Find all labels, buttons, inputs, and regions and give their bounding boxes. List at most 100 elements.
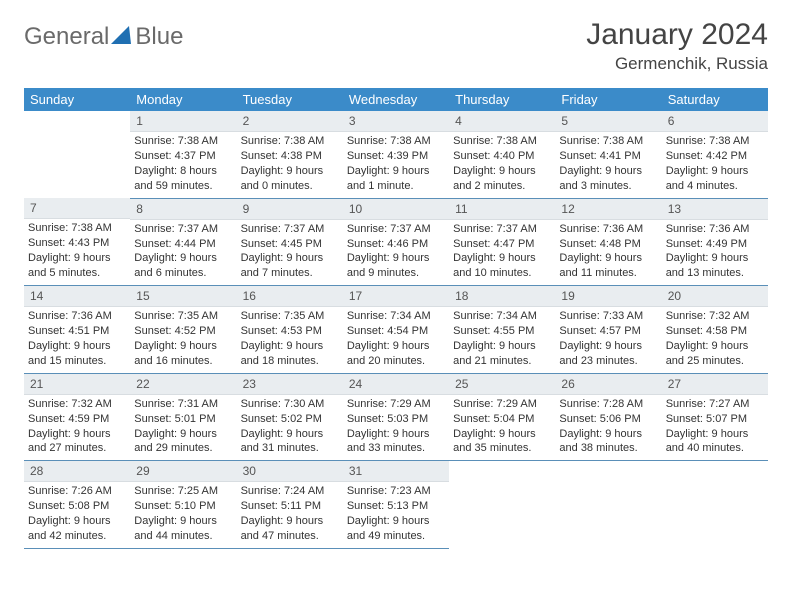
calendar-cell: 3Sunrise: 7:38 AMSunset: 4:39 PMDaylight…: [343, 111, 449, 198]
sunrise-line: Sunrise: 7:38 AM: [241, 134, 339, 149]
day-body: Sunrise: 7:36 AMSunset: 4:51 PMDaylight:…: [24, 307, 130, 372]
day-number: 28: [24, 461, 130, 482]
day-body: Sunrise: 7:26 AMSunset: 5:08 PMDaylight:…: [24, 482, 130, 547]
sunset-line: Sunset: 4:53 PM: [241, 324, 339, 339]
day-body: Sunrise: 7:35 AMSunset: 4:53 PMDaylight:…: [237, 307, 343, 372]
calendar-cell: ..: [662, 461, 768, 549]
day-body: Sunrise: 7:31 AMSunset: 5:01 PMDaylight:…: [130, 395, 236, 460]
calendar-cell: 28Sunrise: 7:26 AMSunset: 5:08 PMDayligh…: [24, 461, 130, 549]
daylight-line: Daylight: 9 hours and 20 minutes.: [347, 339, 445, 369]
sunset-line: Sunset: 5:07 PM: [666, 412, 764, 427]
day-body: Sunrise: 7:38 AMSunset: 4:38 PMDaylight:…: [237, 132, 343, 197]
day-body: Sunrise: 7:37 AMSunset: 4:47 PMDaylight:…: [449, 220, 555, 285]
logo-text-right: Blue: [135, 23, 183, 51]
daylight-line: Daylight: 9 hours and 33 minutes.: [347, 427, 445, 457]
daylight-line: Daylight: 9 hours and 40 minutes.: [666, 427, 764, 457]
daylight-line: Daylight: 9 hours and 23 minutes.: [559, 339, 657, 369]
daylight-line: Daylight: 9 hours and 7 minutes.: [241, 251, 339, 281]
day-number: 13: [662, 199, 768, 220]
sunset-line: Sunset: 4:59 PM: [28, 412, 126, 427]
day-number: 16: [237, 286, 343, 307]
day-body: Sunrise: 7:38 AMSunset: 4:40 PMDaylight:…: [449, 132, 555, 197]
calendar-cell: 15Sunrise: 7:35 AMSunset: 4:52 PMDayligh…: [130, 286, 236, 374]
day-body: Sunrise: 7:32 AMSunset: 4:58 PMDaylight:…: [662, 307, 768, 372]
day-number: 18: [449, 286, 555, 307]
day-body: Sunrise: 7:33 AMSunset: 4:57 PMDaylight:…: [555, 307, 661, 372]
sunset-line: Sunset: 4:47 PM: [453, 237, 551, 252]
sunset-line: Sunset: 4:39 PM: [347, 149, 445, 164]
calendar-cell: 14Sunrise: 7:36 AMSunset: 4:51 PMDayligh…: [24, 286, 130, 374]
calendar-cell: 4Sunrise: 7:38 AMSunset: 4:40 PMDaylight…: [449, 111, 555, 198]
title-block: January 2024 Germenchik, Russia: [586, 18, 768, 74]
sunset-line: Sunset: 5:10 PM: [134, 499, 232, 514]
sunset-line: Sunset: 4:49 PM: [666, 237, 764, 252]
day-body: Sunrise: 7:37 AMSunset: 4:44 PMDaylight:…: [130, 220, 236, 285]
day-number: 22: [130, 374, 236, 395]
logo-text-left: General: [24, 23, 109, 51]
daylight-line: Daylight: 9 hours and 25 minutes.: [666, 339, 764, 369]
calendar-row: 7Sunrise: 7:38 AMSunset: 4:43 PMDaylight…: [24, 198, 768, 286]
calendar-cell: 9Sunrise: 7:37 AMSunset: 4:45 PMDaylight…: [237, 198, 343, 286]
daylight-line: Daylight: 9 hours and 38 minutes.: [559, 427, 657, 457]
day-number: 12: [555, 199, 661, 220]
sunrise-line: Sunrise: 7:38 AM: [666, 134, 764, 149]
day-number: 29: [130, 461, 236, 482]
calendar-cell: 23Sunrise: 7:30 AMSunset: 5:02 PMDayligh…: [237, 373, 343, 461]
sunset-line: Sunset: 4:45 PM: [241, 237, 339, 252]
weekday-header: Wednesday: [343, 88, 449, 111]
sunrise-line: Sunrise: 7:28 AM: [559, 397, 657, 412]
sunset-line: Sunset: 4:55 PM: [453, 324, 551, 339]
sunrise-line: Sunrise: 7:37 AM: [241, 222, 339, 237]
sunset-line: Sunset: 5:03 PM: [347, 412, 445, 427]
daylight-line: Daylight: 9 hours and 27 minutes.: [28, 427, 126, 457]
daylight-line: Daylight: 9 hours and 18 minutes.: [241, 339, 339, 369]
daylight-line: Daylight: 9 hours and 21 minutes.: [453, 339, 551, 369]
calendar-cell: 2Sunrise: 7:38 AMSunset: 4:38 PMDaylight…: [237, 111, 343, 198]
sunset-line: Sunset: 4:46 PM: [347, 237, 445, 252]
sunset-line: Sunset: 4:51 PM: [28, 324, 126, 339]
day-body: Sunrise: 7:28 AMSunset: 5:06 PMDaylight:…: [555, 395, 661, 460]
calendar-cell: 18Sunrise: 7:34 AMSunset: 4:55 PMDayligh…: [449, 286, 555, 374]
calendar-cell: 8Sunrise: 7:37 AMSunset: 4:44 PMDaylight…: [130, 198, 236, 286]
calendar-cell: 19Sunrise: 7:33 AMSunset: 4:57 PMDayligh…: [555, 286, 661, 374]
sunrise-line: Sunrise: 7:29 AM: [453, 397, 551, 412]
calendar-row: ..1Sunrise: 7:38 AMSunset: 4:37 PMDaylig…: [24, 111, 768, 198]
day-number: 15: [130, 286, 236, 307]
day-number: 20: [662, 286, 768, 307]
day-body: Sunrise: 7:24 AMSunset: 5:11 PMDaylight:…: [237, 482, 343, 547]
sunrise-line: Sunrise: 7:38 AM: [559, 134, 657, 149]
daylight-line: Daylight: 9 hours and 13 minutes.: [666, 251, 764, 281]
sunrise-line: Sunrise: 7:31 AM: [134, 397, 232, 412]
calendar-row: 21Sunrise: 7:32 AMSunset: 4:59 PMDayligh…: [24, 373, 768, 461]
day-body: Sunrise: 7:23 AMSunset: 5:13 PMDaylight:…: [343, 482, 449, 547]
day-body: Sunrise: 7:36 AMSunset: 4:48 PMDaylight:…: [555, 220, 661, 285]
weekday-header: Tuesday: [237, 88, 343, 111]
sunrise-line: Sunrise: 7:38 AM: [134, 134, 232, 149]
daylight-line: Daylight: 9 hours and 11 minutes.: [559, 251, 657, 281]
day-number: 30: [237, 461, 343, 482]
day-body: Sunrise: 7:30 AMSunset: 5:02 PMDaylight:…: [237, 395, 343, 460]
calendar-cell: 29Sunrise: 7:25 AMSunset: 5:10 PMDayligh…: [130, 461, 236, 549]
calendar-row: 14Sunrise: 7:36 AMSunset: 4:51 PMDayligh…: [24, 286, 768, 374]
daylight-line: Daylight: 9 hours and 42 minutes.: [28, 514, 126, 544]
calendar-body: ..1Sunrise: 7:38 AMSunset: 4:37 PMDaylig…: [24, 111, 768, 548]
daylight-line: Daylight: 9 hours and 15 minutes.: [28, 339, 126, 369]
day-body: Sunrise: 7:29 AMSunset: 5:03 PMDaylight:…: [343, 395, 449, 460]
day-body: Sunrise: 7:32 AMSunset: 4:59 PMDaylight:…: [24, 395, 130, 460]
day-number: 23: [237, 374, 343, 395]
calendar-cell: 5Sunrise: 7:38 AMSunset: 4:41 PMDaylight…: [555, 111, 661, 198]
daylight-line: Daylight: 9 hours and 44 minutes.: [134, 514, 232, 544]
day-body: Sunrise: 7:25 AMSunset: 5:10 PMDaylight:…: [130, 482, 236, 547]
sunrise-line: Sunrise: 7:33 AM: [559, 309, 657, 324]
sunrise-line: Sunrise: 7:25 AM: [134, 484, 232, 499]
sunrise-line: Sunrise: 7:38 AM: [347, 134, 445, 149]
calendar-table: SundayMondayTuesdayWednesdayThursdayFrid…: [24, 88, 768, 549]
sunset-line: Sunset: 4:57 PM: [559, 324, 657, 339]
calendar-cell: 20Sunrise: 7:32 AMSunset: 4:58 PMDayligh…: [662, 286, 768, 374]
sunrise-line: Sunrise: 7:37 AM: [347, 222, 445, 237]
daylight-line: Daylight: 9 hours and 6 minutes.: [134, 251, 232, 281]
day-number: 4: [449, 111, 555, 132]
day-body: Sunrise: 7:34 AMSunset: 4:54 PMDaylight:…: [343, 307, 449, 372]
sunrise-line: Sunrise: 7:37 AM: [134, 222, 232, 237]
sunset-line: Sunset: 4:38 PM: [241, 149, 339, 164]
